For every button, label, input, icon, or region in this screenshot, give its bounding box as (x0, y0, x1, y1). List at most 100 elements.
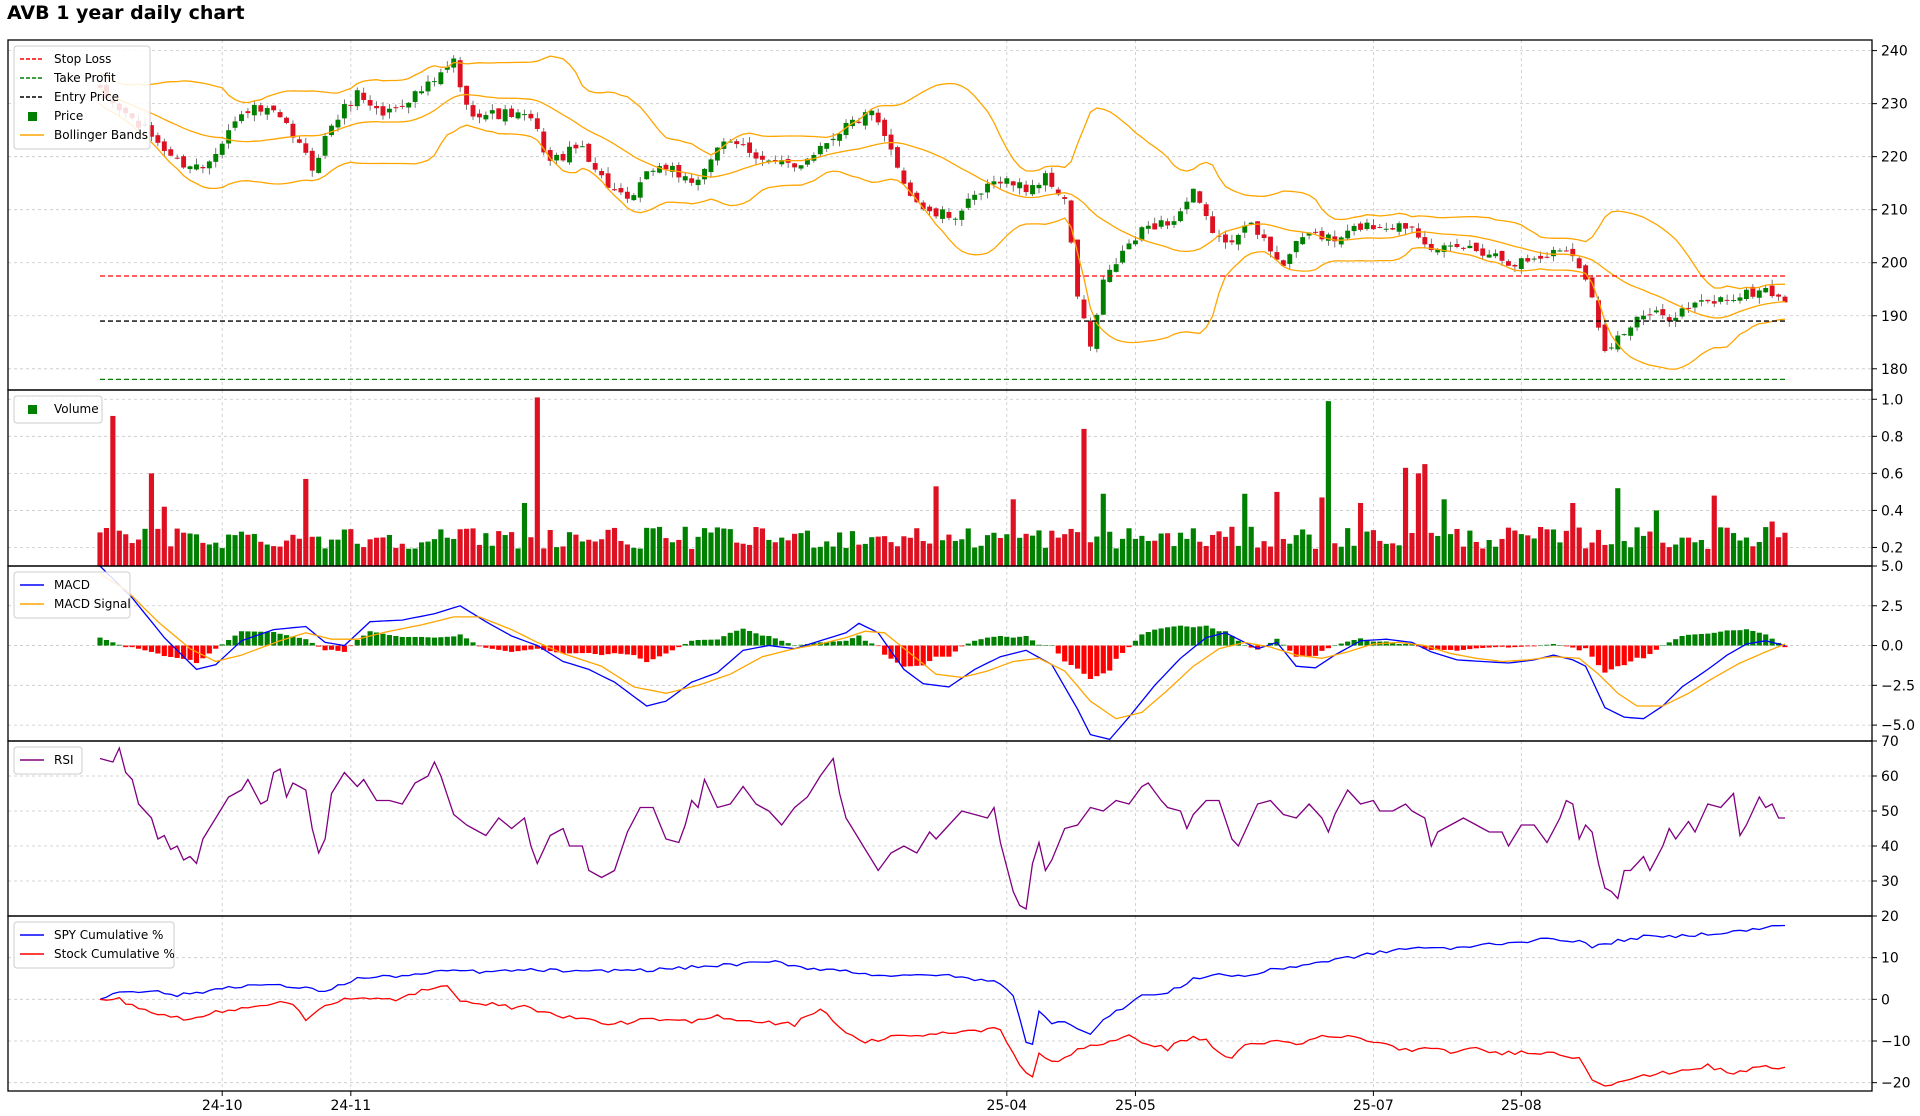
macd-histogram-bar (894, 645, 901, 663)
volume-bar (547, 529, 553, 566)
macd-histogram-bar (464, 638, 470, 646)
candle-body (798, 165, 804, 169)
volume-bar (1293, 535, 1299, 566)
volume-bar (1775, 537, 1782, 566)
volume-bar (1493, 546, 1499, 566)
candle-body (335, 119, 341, 128)
candle-body (997, 181, 1003, 184)
volume-bar (226, 534, 232, 566)
candle-body (972, 194, 978, 200)
macd-histogram-bar (1113, 645, 1119, 659)
candle-body (1068, 200, 1074, 243)
panel-frame-cum (7, 915, 1873, 1092)
candle-body (817, 145, 823, 155)
y-tick-label: 1.0 (1881, 392, 1903, 408)
volume-bar (1595, 529, 1602, 566)
candle-body (206, 161, 212, 169)
spy-cumulative-line (99, 924, 1786, 1046)
macd-histogram-bar (1120, 645, 1126, 653)
volume-bar (1029, 535, 1036, 566)
volume-bar (129, 543, 135, 566)
y-tick-label: −20 (1881, 1076, 1911, 1092)
macd-histogram-bar (972, 640, 978, 646)
candle-body (277, 112, 283, 118)
volume-bar (798, 533, 804, 566)
macd-histogram-bar (148, 645, 155, 652)
volume-bar (1036, 530, 1042, 566)
macd-histogram-bar (1550, 643, 1557, 646)
candle-body (1686, 307, 1691, 309)
macd-histogram-bar (97, 637, 103, 646)
macd-histogram-bar (277, 633, 283, 646)
volume-bar (740, 543, 746, 566)
macd-histogram-bar (1666, 642, 1672, 646)
macd-histogram-bar (1390, 642, 1396, 646)
candle-body (1055, 189, 1061, 195)
macd-histogram-bar (1512, 645, 1518, 648)
macd-histogram-bar (1300, 645, 1306, 657)
macd-histogram-bar (914, 645, 920, 666)
volume-bar (682, 526, 688, 566)
candle-body (1049, 172, 1055, 187)
macd-histogram-bar (1042, 645, 1048, 646)
macd-histogram-bar (541, 645, 547, 650)
volume-bar (451, 538, 457, 566)
candle-body (985, 183, 990, 193)
volume-bar (1390, 543, 1396, 566)
candle-body (727, 141, 733, 143)
volume-bar (232, 535, 238, 566)
volume-bar (1640, 535, 1647, 566)
candle-body (1120, 250, 1126, 263)
panel-frame-rsi (7, 740, 1873, 917)
volume-bar (206, 544, 212, 566)
macd-histogram-bar (869, 643, 875, 646)
volume-bar (103, 527, 110, 566)
candle-body (669, 165, 675, 172)
macd-histogram-bar (367, 631, 373, 646)
volume-bar (759, 528, 765, 566)
volume-bar (116, 530, 122, 566)
candle-body (740, 144, 746, 146)
candle-body (367, 100, 373, 106)
volume-bar (438, 529, 444, 566)
candle-body (1036, 184, 1042, 189)
candle-body (1737, 297, 1743, 301)
volume-bar (1544, 529, 1550, 566)
macd-histogram-bar (181, 645, 187, 659)
macd-histogram-bar (373, 632, 380, 646)
candle-body (425, 81, 431, 92)
volume-bar (470, 528, 476, 566)
candle-body (399, 105, 405, 107)
candle-body (689, 178, 695, 183)
volume-bar (399, 543, 405, 566)
candle-body (1628, 327, 1634, 336)
candle-body (194, 164, 199, 170)
macd-histogram-bar (1139, 634, 1145, 646)
macd-histogram-bar (528, 645, 534, 650)
volume-bar (830, 546, 836, 566)
macd-histogram-bar (174, 645, 180, 658)
volume-bar (824, 541, 830, 566)
candle-body (1782, 296, 1788, 303)
bollinger-lower-line (99, 103, 1786, 370)
y-tick-label: 5.0 (1881, 559, 1903, 575)
volume-bar (367, 539, 373, 566)
macd-histogram-bar (695, 639, 701, 646)
volume-bar (785, 540, 791, 566)
volume-bar (161, 506, 167, 566)
volume-bar (271, 546, 277, 566)
volume-bar (1518, 534, 1524, 566)
volume-bar (1074, 532, 1081, 566)
volume-bar (213, 542, 219, 566)
macd-histogram-bar (451, 636, 457, 646)
macd-histogram-bar (1595, 645, 1602, 666)
volume-bar (714, 527, 720, 566)
legend-layer: Stop Loss Take Profit Entry Price Price Boll… (13, 45, 175, 969)
volume-bar (1235, 545, 1241, 566)
volume-bar (1705, 548, 1711, 566)
candle-body (1184, 201, 1190, 210)
macd-histogram-bar (984, 637, 991, 646)
volume-bar (1428, 532, 1434, 566)
volume-bar (1454, 528, 1460, 566)
macd-histogram-bar (1357, 638, 1364, 646)
